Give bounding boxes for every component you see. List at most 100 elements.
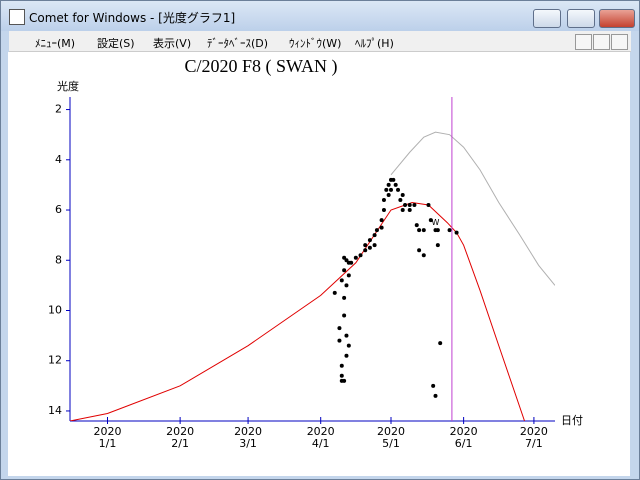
- mdi-minimize[interactable]: [575, 34, 592, 50]
- menu-bar: ﾒﾆｭｰ(M) 設定(S) 表示(V) ﾃﾞｰﾀﾍﾞｰｽ(D) ｳｨﾝﾄﾞｳ(W…: [9, 31, 631, 52]
- menu-item[interactable]: ﾒﾆｭｰ(M): [35, 37, 76, 50]
- x-tick-label: 5/1: [382, 437, 400, 450]
- window-title: Comet for Windows - [光度グラフ1]: [29, 11, 236, 25]
- close-button[interactable]: [599, 9, 635, 28]
- observation: [454, 230, 459, 235]
- mdi-restore[interactable]: [593, 34, 610, 50]
- x-axis-label: 日付: [561, 414, 583, 427]
- y-tick-label: 14: [48, 404, 62, 417]
- chart-title: C/2020 F8 ( SWAN ): [184, 56, 337, 77]
- observation: [391, 177, 396, 182]
- observation: [386, 192, 391, 197]
- observation: [342, 268, 347, 273]
- menu-item[interactable]: 設定(S): [97, 37, 135, 50]
- menu-item[interactable]: ｳｨﾝﾄﾞｳ(W): [289, 37, 342, 50]
- observation: [344, 283, 349, 288]
- minimize-button[interactable]: [533, 9, 561, 28]
- y-axis-label: 光度: [57, 79, 79, 93]
- observation: [426, 203, 431, 207]
- observation: [435, 228, 440, 233]
- observation: [381, 208, 386, 213]
- observation: [339, 363, 344, 368]
- observation: [414, 223, 419, 228]
- observation: [339, 373, 344, 378]
- observation: [339, 278, 344, 283]
- observation: [342, 378, 347, 383]
- observation: [344, 333, 349, 338]
- observation: [396, 187, 401, 192]
- observation: [353, 255, 358, 260]
- y-tick-label: 4: [55, 153, 62, 166]
- observation: [342, 295, 347, 300]
- observation: [417, 228, 422, 233]
- x-tick-year: 2020: [234, 425, 262, 438]
- observation: [433, 393, 438, 398]
- observation: [379, 225, 384, 230]
- menu-item[interactable]: ﾍﾙﾌﾟ(H): [355, 37, 394, 50]
- observation: [349, 260, 354, 265]
- observation: [363, 243, 368, 248]
- observation: [337, 338, 342, 343]
- x-tick-year: 2020: [166, 425, 194, 438]
- observation: [398, 197, 403, 202]
- x-tick-year: 2020: [520, 425, 548, 438]
- observation: [417, 248, 422, 253]
- x-tick-label: 4/1: [312, 437, 330, 450]
- x-tick-year: 2020: [93, 425, 121, 438]
- observation: [421, 228, 426, 233]
- y-tick-label: 8: [55, 253, 62, 266]
- observation: [344, 353, 349, 358]
- observation: [431, 383, 436, 388]
- x-tick-year: 2020: [307, 425, 335, 438]
- curve: [69, 201, 526, 421]
- x-tick-year: 2020: [450, 425, 478, 438]
- observation: [393, 182, 398, 187]
- x-tick-label: 6/1: [455, 437, 473, 450]
- observation: [363, 248, 368, 253]
- observation: [400, 208, 405, 213]
- observation: [344, 258, 349, 263]
- observation: [421, 253, 426, 258]
- chart: C/2020 F8 ( SWAN ) 光度 日付 246810121420201…: [48, 56, 583, 450]
- chart-area: C/2020 F8 ( SWAN ) 光度 日付 2 4 6 8 10 12 14 2020 1…: [8, 52, 630, 476]
- observation: [400, 192, 405, 197]
- y-tick-label: 6: [55, 203, 62, 216]
- observation: [384, 187, 389, 192]
- observation: [407, 203, 412, 207]
- observation: [381, 197, 386, 202]
- menu-item[interactable]: ﾃﾞｰﾀﾍﾞｰｽ(D): [207, 37, 269, 50]
- observation: [379, 218, 384, 223]
- observation: [332, 290, 337, 295]
- x-tick-label: 3/1: [239, 437, 257, 450]
- observation: [342, 313, 347, 318]
- observation: [337, 326, 342, 331]
- y-tick-label: 10: [48, 303, 62, 316]
- observation: [388, 187, 393, 192]
- observation: [407, 208, 412, 213]
- observation: [374, 228, 379, 233]
- observation: [372, 243, 377, 248]
- observation: [435, 243, 440, 248]
- y-tick-label: 12: [48, 354, 62, 367]
- observation: [447, 228, 452, 233]
- menu-item[interactable]: 表示(V): [153, 37, 192, 50]
- x-tick-label: 1/1: [99, 437, 117, 450]
- observation: [372, 233, 377, 238]
- observation: [342, 255, 347, 260]
- observation: [428, 218, 433, 223]
- observation: [358, 253, 363, 258]
- plot: [69, 131, 555, 421]
- annotation: W: [432, 218, 440, 227]
- app-icon: [9, 9, 25, 25]
- x-tick-year: 2020: [377, 425, 405, 438]
- x-tick-label: 7/1: [525, 437, 543, 450]
- y-tick-label: 2: [55, 103, 62, 116]
- observation: [346, 273, 351, 278]
- curve: [390, 131, 555, 286]
- x-tick-label: 2/1: [171, 437, 189, 450]
- title-bar: Comet for Windows - [光度グラフ1]: [1, 1, 639, 31]
- mdi-close[interactable]: [611, 34, 628, 50]
- observation: [412, 203, 417, 207]
- maximize-button[interactable]: [567, 9, 595, 28]
- observation: [367, 238, 372, 243]
